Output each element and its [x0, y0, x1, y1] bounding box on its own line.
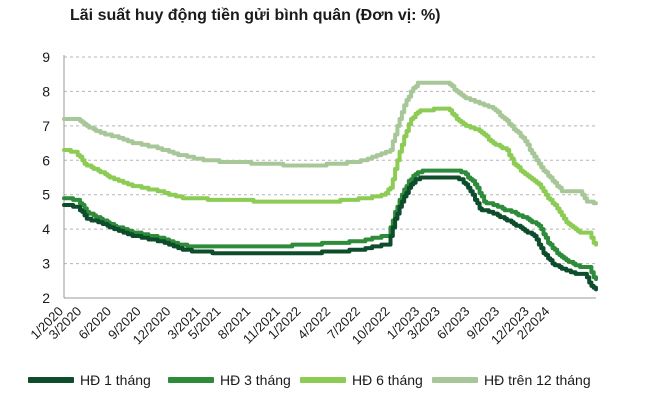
- legend-item-hd-3-thang: HĐ 3 tháng: [168, 372, 291, 388]
- legend-swatch-hd-6-thang: [300, 377, 346, 383]
- series-line-3: [62, 80, 598, 206]
- y-tick-label: 7: [42, 118, 50, 134]
- legend-swatch-hd-3-thang: [168, 377, 214, 383]
- y-tick-label: 4: [42, 221, 50, 237]
- gridlines: [64, 56, 596, 265]
- legend-swatch-hd-tren-12-thang: [432, 377, 478, 383]
- line-chart: 2 3 4 5 6 7 8 9 1/20203/20206/20209/202012/2020…: [27, 49, 598, 348]
- y-tick-label: 2: [42, 290, 50, 306]
- y-tick-label: 6: [42, 152, 50, 168]
- chart-legend: HĐ 1 tháng HĐ 3 tháng HĐ 6 tháng HĐ trên…: [0, 372, 650, 394]
- y-tick-label: 3: [42, 256, 50, 272]
- y-tick-labels: 2 3 4 5 6 7 8 9: [42, 49, 50, 306]
- legend-item-hd-1-thang: HĐ 1 tháng: [28, 372, 151, 388]
- legend-label-hd-6-thang: HĐ 6 tháng: [352, 372, 423, 388]
- series-lines: [62, 80, 598, 292]
- legend-label-hd-3-thang: HĐ 3 tháng: [220, 372, 291, 388]
- x-tick-label: 6/2023: [434, 304, 473, 343]
- y-tick-label: 5: [42, 187, 50, 203]
- legend-swatch-hd-1-thang: [28, 377, 74, 383]
- legend-label-hd-1-thang: HĐ 1 tháng: [80, 372, 151, 388]
- x-tick-label: 6/2020: [75, 304, 114, 343]
- axes: [63, 55, 596, 299]
- series-line-1: [62, 168, 598, 282]
- legend-item-hd-6-thang: HĐ 6 tháng: [300, 372, 423, 388]
- legend-item-hd-tren-12-thang: HĐ trên 12 tháng: [432, 372, 591, 388]
- chart-title: Lãi suất huy động tiền gửi bình quân (Đơ…: [70, 7, 441, 24]
- y-tick-label: 9: [42, 49, 50, 65]
- series-line-0: [62, 175, 598, 292]
- y-tick-label: 8: [42, 83, 50, 99]
- series-line-2: [62, 106, 598, 247]
- x-tick-label: 4/2022: [295, 304, 334, 343]
- legend-label-hd-tren-12-thang: HĐ trên 12 tháng: [484, 372, 591, 388]
- x-tick-labels: 1/20203/20206/20209/202012/20203/20215/2…: [27, 304, 552, 348]
